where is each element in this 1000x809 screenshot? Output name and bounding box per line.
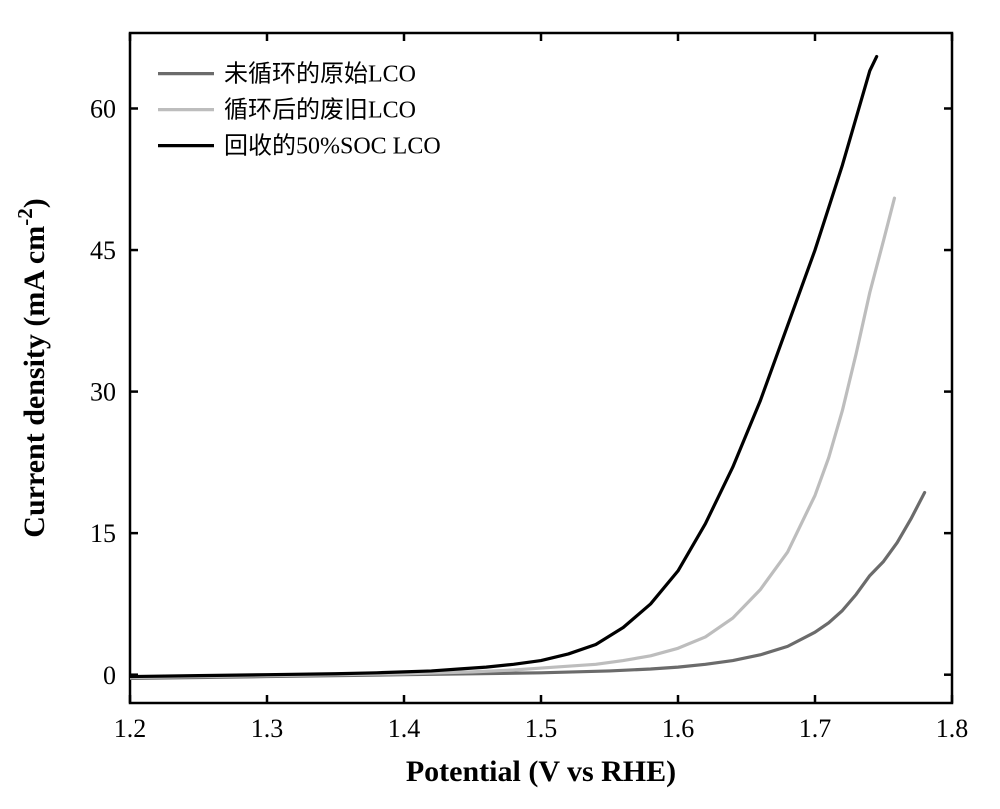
series-pristine-lco: [130, 493, 925, 679]
legend-label: 回收的50%SOC LCO: [224, 132, 441, 159]
legend-label: 未循环的原始LCO: [224, 60, 416, 87]
chart-container: 1.2 1.3 1.4 1.5 1.6 1.7 1.8 0 15 30 45 60 Potential …: [0, 0, 1000, 809]
y-tick-label: 30: [90, 378, 116, 407]
x-tick-label: 1.6: [662, 714, 695, 743]
y-tick-label: 15: [90, 519, 116, 548]
y-tick-label: 60: [90, 95, 116, 124]
chart-svg: 1.2 1.3 1.4 1.5 1.6 1.7 1.8 0 15 30 45 60 Potential …: [0, 0, 1000, 809]
x-tick-label: 1.7: [799, 714, 832, 743]
x-tick-label: 1.3: [251, 714, 284, 743]
x-tick-label: 1.2: [114, 714, 147, 743]
legend-label: 循环后的废旧LCO: [224, 96, 416, 123]
series-spent-lco: [130, 198, 894, 677]
y-axis-label: Current density (mA cm-2): [13, 198, 51, 537]
y-tick-label: 45: [90, 236, 116, 265]
x-axis-label: Potential (V vs RHE): [406, 755, 676, 788]
x-tick-label: 1.8: [936, 714, 969, 743]
x-tick-label: 1.4: [388, 714, 421, 743]
x-tick-label: 1.5: [525, 714, 558, 743]
y-tick-label: 0: [103, 661, 116, 690]
